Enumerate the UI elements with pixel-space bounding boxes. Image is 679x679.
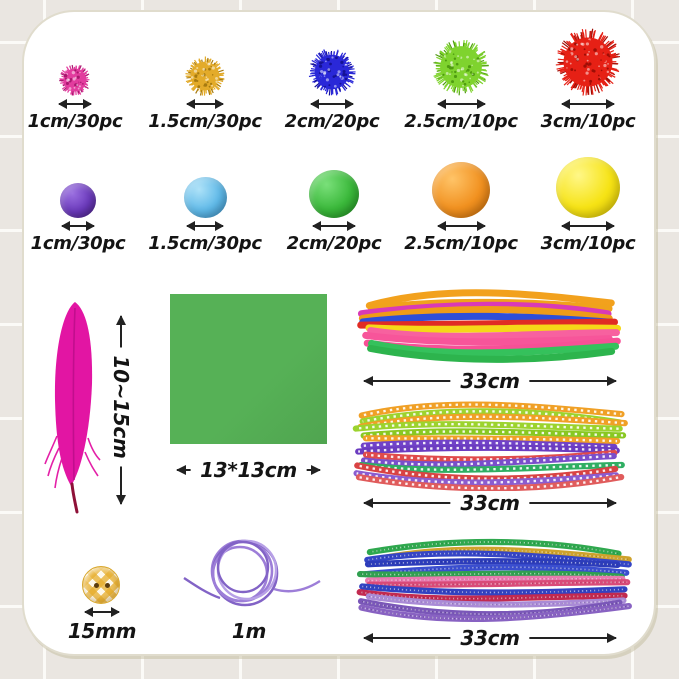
cord-icon (183, 539, 321, 607)
pom-icon (183, 150, 227, 218)
width-arrow (58, 99, 92, 109)
size-label: 1cm/30pc (27, 111, 123, 132)
width-arrow: 13*13cm (176, 458, 321, 482)
pom-item-glitter-5: 3cm/10pc (533, 28, 643, 132)
width-arrow (561, 221, 615, 231)
width-arrow (310, 99, 354, 109)
size-label: 3cm/10pc (540, 111, 636, 132)
length-arrow: 33cm (363, 491, 617, 515)
glitter-pom-icon (308, 28, 356, 96)
button-hole (94, 583, 99, 588)
pom-item-glitter-1: 1cm/30pc (20, 28, 130, 132)
length-arrow: 33cm (363, 626, 617, 650)
bundle-length-label: 33cm (450, 626, 530, 650)
pom-item-glitter-2: 1.5cm/30pc (148, 28, 262, 132)
glitter-pom-icon (432, 28, 490, 96)
width-arrow (312, 221, 356, 231)
size-label: 1cm/30pc (30, 233, 126, 254)
glitter-pom-icon (59, 28, 91, 96)
pom-item-plain-3: 2cm/20pc (279, 150, 389, 254)
glitter-pom-icon (185, 28, 225, 96)
length-arrow: 33cm (363, 369, 617, 393)
pom-item-glitter-4: 2.5cm/10pc (404, 28, 518, 132)
striped-pipe-cleaner-bundle (352, 401, 628, 492)
size-label: 1.5cm/30pc (148, 233, 262, 254)
pom-icon (556, 150, 620, 218)
width-arrow (436, 221, 486, 231)
paper-size-label: 13*13cm (190, 458, 307, 482)
bundle-length-label: 33cm (450, 491, 530, 515)
feather-length-label: 10~15cm (107, 347, 135, 467)
pom-item-glitter-3: 2cm/20pc (277, 28, 387, 132)
pom-item-plain-5: 3cm/10pc (533, 150, 643, 254)
tinsel-pipe-cleaner-bundle (356, 538, 632, 622)
button-icon (82, 566, 120, 604)
cord-length-label: 1m (231, 619, 267, 643)
pom-icon (60, 150, 96, 218)
size-label: 1.5cm/30pc (148, 111, 262, 132)
width-arrow (561, 99, 615, 109)
width-arrow (436, 99, 486, 109)
bundle-length-label: 33cm (450, 369, 530, 393)
pom-item-plain-4: 2.5cm/10pc (404, 150, 518, 254)
width-arrow (186, 99, 224, 109)
pom-item-plain-1: 1cm/30pc (23, 150, 133, 254)
button-hole (105, 583, 110, 588)
size-label: 2cm/20pc (286, 233, 382, 254)
button-size-label: 15mm (67, 619, 137, 643)
width-arrow (186, 221, 224, 231)
size-label: 2.5cm/10pc (404, 111, 518, 132)
size-label: 2.5cm/10pc (404, 233, 518, 254)
pom-icon (309, 150, 359, 218)
width-arrow (61, 221, 95, 231)
size-label: 2cm/20pc (284, 111, 380, 132)
size-label: 3cm/10pc (540, 233, 636, 254)
glitter-pom-icon (554, 28, 622, 96)
pipe-cleaner-bundle (357, 289, 621, 363)
pom-item-plain-2: 1.5cm/30pc (148, 150, 262, 254)
feather-icon (44, 302, 101, 514)
width-arrow (84, 607, 120, 617)
paper-square (170, 294, 327, 444)
pom-icon (432, 150, 490, 218)
